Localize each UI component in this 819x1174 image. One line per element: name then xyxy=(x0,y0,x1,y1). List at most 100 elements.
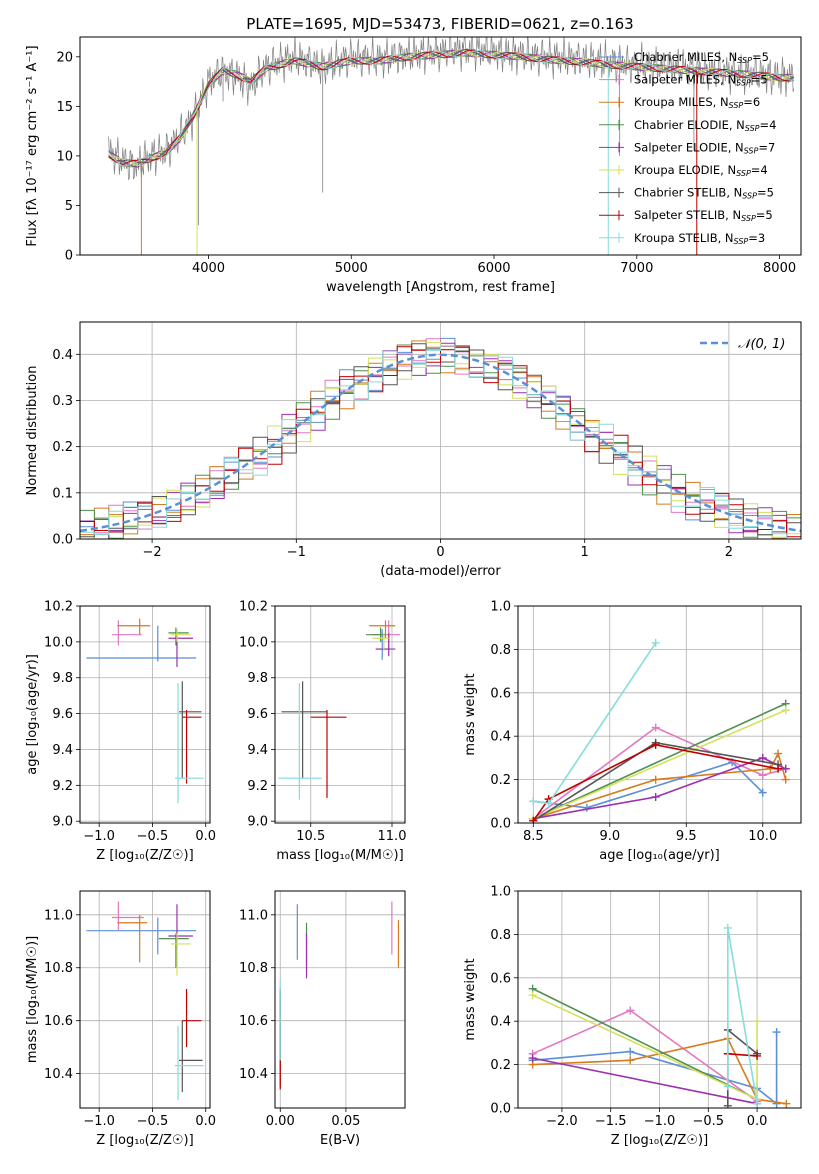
y-tick-label: 10.6 xyxy=(239,1014,268,1029)
y-axis-label: Normed distribution xyxy=(25,366,40,496)
mass-weight-marker xyxy=(753,1051,762,1060)
x-axis-label: age [log₁₀(age/yr)] xyxy=(599,848,720,863)
x-axis-label: (data-model)/error xyxy=(380,564,501,579)
y-tick-label: 10.8 xyxy=(239,961,268,976)
x-tick-label: 8000 xyxy=(763,261,796,276)
mass-weight-marker xyxy=(544,799,553,808)
y-tick-label: 0.0 xyxy=(490,1102,511,1117)
y-tick-label: 10.6 xyxy=(44,1014,73,1029)
plot-area-age_vs_Z xyxy=(86,618,204,804)
mass-weight-series xyxy=(532,1057,758,1105)
y-tick-label: 0.2 xyxy=(490,773,511,788)
mass-weight-marker xyxy=(782,1099,791,1108)
x-tick-label: 10.5 xyxy=(296,829,325,844)
legend-label: Salpeter ELODIE, NSSP=7 xyxy=(634,140,775,155)
model-fit-curve xyxy=(108,49,794,168)
y-tick-label: 5 xyxy=(65,199,73,214)
mass-weight-marker xyxy=(528,991,537,1000)
x-tick-label: 11.0 xyxy=(378,829,407,844)
data-point xyxy=(375,632,396,657)
data-point xyxy=(179,1020,203,1093)
mass-weight-marker xyxy=(774,764,783,773)
legend-label: Chabrier STELIB, NSSP=5 xyxy=(634,186,774,201)
x-tick-label: −0.5 xyxy=(693,1114,725,1129)
axes-mass_weight_vs_Z: −2.0 −1.5 −1.0 −0.5 0.0 0.0 0.2 0.4 0.6 0.8 1.0 Z [… xyxy=(463,885,802,1148)
x-tick-label: −1.5 xyxy=(595,1114,627,1129)
mass-weight-series xyxy=(726,927,758,1104)
legend-label: Kroupa ELODIE, NSSP=4 xyxy=(634,163,768,178)
x-tick-label: 7000 xyxy=(620,261,653,276)
x-tick-label: −1.0 xyxy=(644,1114,676,1129)
figure-title: PLATE=1695, MJD=53473, FIBERID=0621, z=0… xyxy=(246,15,633,33)
mass-weight-marker xyxy=(772,1099,781,1108)
y-tick-label: 9.0 xyxy=(247,815,268,830)
legend-label: Chabrier MILES, NSSP=5 xyxy=(634,50,769,65)
mass-weight-marker xyxy=(626,1047,635,1056)
y-tick-label: 9.0 xyxy=(52,815,73,830)
x-tick-label: 1 xyxy=(581,545,589,560)
mass-weight-marker xyxy=(723,1082,732,1091)
y-tick-label: 9.8 xyxy=(247,671,268,686)
frame-residuals xyxy=(79,321,802,540)
data-point xyxy=(278,683,323,800)
mass-weight-series xyxy=(727,1053,758,1057)
y-tick-label: 9.2 xyxy=(247,779,268,794)
y-tick-label: 9.6 xyxy=(247,707,268,722)
x-tick-label: 0.05 xyxy=(331,1114,360,1129)
mass-weight-marker xyxy=(723,923,732,932)
legend-label: Salpeter STELIB, NSSP=5 xyxy=(634,208,773,223)
x-tick-label: −2 xyxy=(143,545,162,560)
frame-mass_weight_vs_Z xyxy=(517,890,802,1109)
x-tick-label: −1.0 xyxy=(83,829,115,844)
x-tick-label: 5000 xyxy=(335,261,368,276)
data-point xyxy=(168,634,193,667)
y-tick-label: 0.0 xyxy=(52,533,73,548)
x-tick-label: 0.00 xyxy=(266,1114,295,1129)
frame-mass_vs_Z xyxy=(79,890,211,1109)
mass-weight-marker xyxy=(651,638,660,647)
legend-label: Kroupa MILES, NSSP=6 xyxy=(634,95,760,110)
legend-label: 𝒩(0, 1) xyxy=(738,337,785,352)
frame-mass_weight_vs_age xyxy=(517,605,802,824)
mass-weight-marker xyxy=(753,1017,762,1026)
x-tick-label: 9.0 xyxy=(599,829,620,844)
y-tick-label: 0.4 xyxy=(490,730,511,745)
mass-weight-marker xyxy=(651,792,660,801)
frame-spectrum xyxy=(79,36,802,256)
y-tick-label: 9.4 xyxy=(247,743,268,758)
mass-weight-series xyxy=(532,709,787,820)
mass-weight-marker xyxy=(528,1054,537,1063)
y-tick-label: 10 xyxy=(56,149,73,164)
data-point xyxy=(366,627,386,642)
data-point xyxy=(111,901,144,931)
y-tick-label: 0.2 xyxy=(490,1058,511,1073)
data-point xyxy=(182,710,202,784)
mass-weight-marker xyxy=(774,749,783,758)
x-tick-label: −0.5 xyxy=(137,829,169,844)
data-point xyxy=(375,629,389,660)
mass-weight-series xyxy=(532,744,779,822)
mass-weight-marker xyxy=(651,740,660,749)
mass-weight-marker xyxy=(753,1099,762,1108)
data-point xyxy=(170,629,191,642)
axes-age_vs_Z: −1.0 −0.5 0.0 9.0 9.2 9.4 9.6 9.8 10.0 10.2 Z [log… xyxy=(25,600,216,864)
model-fit-curve xyxy=(108,50,795,168)
plot-area-mass_vs_ebv xyxy=(279,901,400,1090)
y-tick-label: 10.2 xyxy=(44,600,73,615)
y-tick-label: 10.0 xyxy=(44,635,73,650)
y-tick-label: 9.8 xyxy=(52,671,73,686)
x-tick-label: 0.0 xyxy=(195,1114,216,1129)
mass-weight-series xyxy=(532,1032,778,1106)
x-tick-label: 0.0 xyxy=(195,829,216,844)
y-tick-label: 10.4 xyxy=(44,1067,73,1082)
plot-area-mass_vs_Z xyxy=(86,901,204,1101)
data-point xyxy=(158,933,189,968)
data-point xyxy=(170,933,191,976)
y-tick-label: 9.2 xyxy=(52,779,73,794)
mass-weight-marker xyxy=(626,1006,635,1015)
residual-legend: 𝒩(0, 1) xyxy=(700,337,785,352)
x-tick-label: −2.0 xyxy=(546,1114,578,1129)
y-tick-label: 10.4 xyxy=(239,1067,268,1082)
y-tick-label: 20 xyxy=(56,50,73,65)
